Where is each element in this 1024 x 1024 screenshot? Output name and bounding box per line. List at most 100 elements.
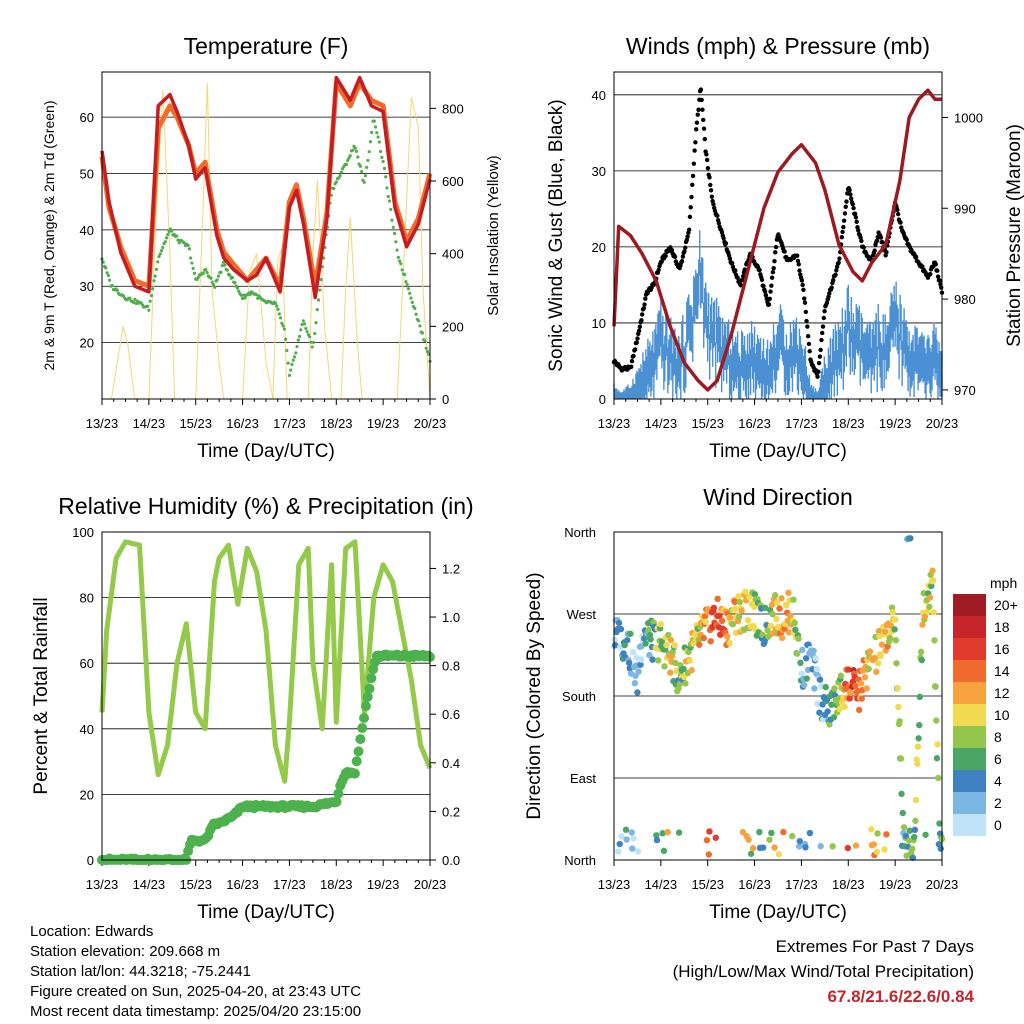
direction-point (653, 836, 661, 844)
data-point (373, 125, 378, 129)
direction-point (922, 831, 929, 838)
data-point (819, 337, 824, 343)
direction-point (659, 830, 666, 837)
data-point (315, 308, 319, 312)
data-point (405, 282, 409, 287)
direction-point (798, 670, 805, 677)
direction-point (824, 708, 831, 715)
data-point (639, 318, 644, 323)
data-point (359, 713, 370, 724)
direction-point (813, 665, 821, 673)
direction-point (844, 844, 852, 852)
data-point (766, 302, 772, 307)
data-point (733, 268, 738, 273)
direction-point (688, 667, 695, 674)
data-point (772, 258, 777, 264)
direction-point (628, 829, 635, 836)
data-point (223, 263, 227, 267)
data-point (242, 293, 246, 297)
data-point (740, 273, 746, 279)
direction-point (829, 843, 836, 850)
data-point (170, 229, 174, 233)
data-point (850, 201, 855, 207)
direction-point (625, 659, 633, 667)
direction-points (610, 535, 946, 861)
data-point (362, 691, 373, 702)
data-point (358, 164, 362, 168)
direction-point (726, 639, 733, 647)
data-point (830, 278, 836, 283)
data-point (414, 312, 418, 316)
data-point (682, 249, 687, 254)
extremes-value: 67.8/21.6/22.6/0.84 (827, 987, 974, 1006)
data-point (191, 266, 195, 270)
data-point (304, 326, 308, 331)
data-point (410, 300, 414, 304)
direction-point (894, 684, 901, 692)
x-axis-label: Time (Day/UTC) (709, 441, 847, 462)
direction-point (673, 667, 680, 675)
data-point (219, 270, 223, 274)
direction-point (857, 680, 865, 687)
data-point (686, 227, 692, 232)
direction-point (616, 840, 623, 848)
created-text: Figure created on Sun, 2025-04-20, at 23… (30, 983, 362, 1000)
colorbar-swatch (953, 660, 986, 682)
x-tick-label: 16/23 (738, 877, 771, 892)
data-point (933, 262, 938, 267)
latlon-text: Station lat/lon: 44.3218; -75.2441 (30, 963, 252, 980)
data-point (147, 308, 151, 312)
data-point (230, 276, 235, 280)
data-point (762, 289, 768, 294)
direction-point (822, 683, 829, 691)
data-point (843, 204, 848, 210)
colorbar-swatch (953, 682, 986, 704)
direction-point (792, 626, 799, 633)
direction-point (642, 640, 649, 647)
series-0 (611, 87, 945, 379)
data-point (205, 270, 209, 275)
direction-point (714, 595, 721, 603)
panel-title: Relative Humidity (%) & Precipitation (i… (58, 493, 473, 519)
y-tick-label: 0 (87, 853, 94, 868)
data-point (834, 268, 839, 273)
direction-point (776, 605, 783, 612)
extremes-title: Extremes For Past 7 Days (775, 937, 974, 956)
direction-point (618, 833, 625, 840)
data-point (769, 275, 775, 280)
direction-point (745, 836, 752, 843)
data-point (399, 262, 403, 266)
direction-point (914, 760, 921, 767)
data-point (161, 245, 165, 250)
data-point (221, 260, 226, 264)
direction-point (789, 832, 796, 840)
data-point (201, 271, 205, 275)
data-point (847, 187, 852, 193)
y-tick-label: 100 (72, 525, 94, 540)
data-point (239, 293, 243, 297)
x-tick-label: 13/23 (598, 877, 631, 892)
direction-point (828, 701, 835, 708)
direction-point (783, 602, 790, 609)
data-point (859, 238, 864, 244)
data-point (380, 155, 384, 159)
colorbar-swatch (953, 748, 986, 770)
data-point (723, 241, 729, 246)
data-point (319, 277, 323, 282)
y-tick-label: 20 (592, 240, 606, 255)
data-point (853, 215, 859, 220)
data-point (773, 250, 778, 255)
direction-point (615, 619, 623, 627)
data-point (629, 358, 635, 364)
x-tick-label: 14/23 (645, 416, 678, 431)
data-point (824, 300, 830, 305)
direction-point (881, 628, 889, 635)
data-point (425, 349, 430, 354)
data-point (351, 756, 362, 767)
data-point (829, 285, 834, 290)
y-axis-label: Direction (Colored By Speed) (524, 572, 545, 819)
data-point (276, 307, 280, 311)
data-point (309, 340, 313, 344)
data-point (656, 267, 661, 273)
direction-point (858, 695, 865, 702)
